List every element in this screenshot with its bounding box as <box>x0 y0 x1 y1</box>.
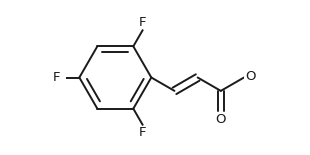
Text: O: O <box>215 113 226 126</box>
Text: F: F <box>139 16 146 29</box>
Text: F: F <box>52 71 60 84</box>
Text: F: F <box>139 126 146 139</box>
Text: O: O <box>246 70 256 83</box>
